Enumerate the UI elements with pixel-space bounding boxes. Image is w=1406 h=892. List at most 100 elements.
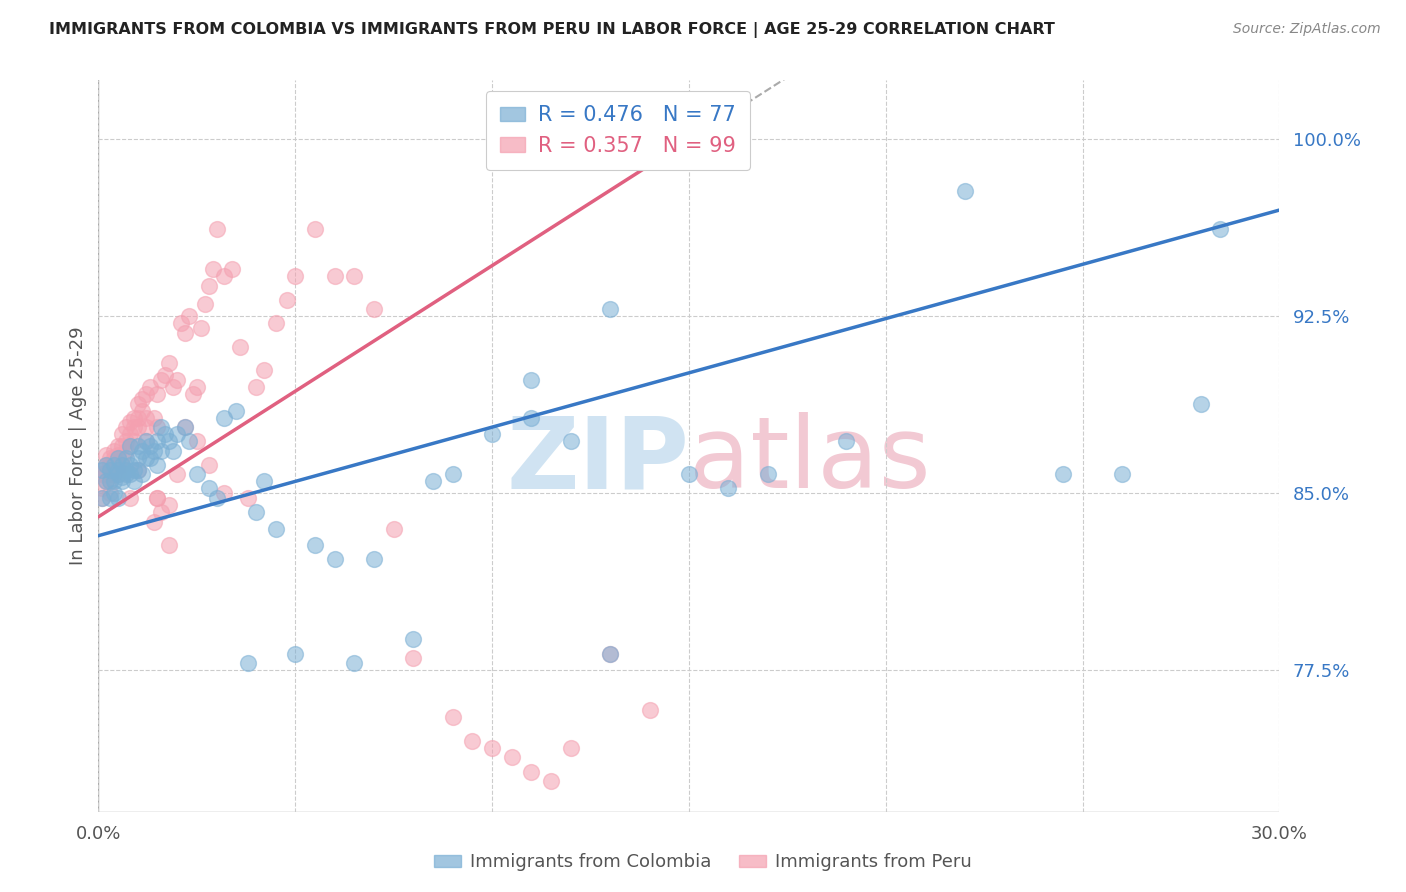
Point: [131, 392, 153, 406]
Point: [214, 486, 236, 500]
Point: [323, 552, 346, 566]
Point: [1111, 467, 1133, 482]
Point: [363, 302, 385, 317]
Point: [138, 450, 160, 465]
Point: [540, 774, 562, 789]
Text: IMMIGRANTS FROM COLOMBIA VS IMMIGRANTS FROM PERU IN LABOR FORCE | AGE 25-29 CORR: IMMIGRANTS FROM COLOMBIA VS IMMIGRANTS F…: [49, 22, 1054, 38]
Point: [96, 449, 118, 463]
Point: [276, 293, 298, 307]
Point: [98, 491, 121, 505]
Point: [118, 439, 141, 453]
Point: [98, 475, 121, 489]
Point: [115, 443, 138, 458]
Point: [441, 710, 464, 724]
Point: [481, 741, 503, 756]
Point: [118, 458, 141, 472]
Point: [186, 467, 208, 482]
Point: [501, 750, 523, 764]
Point: [103, 443, 125, 458]
Point: [135, 434, 157, 449]
Point: [157, 498, 180, 512]
Point: [91, 467, 114, 482]
Point: [146, 491, 169, 505]
Point: [91, 482, 114, 496]
Point: [264, 316, 287, 330]
Point: [142, 515, 165, 529]
Point: [107, 439, 129, 453]
Point: [155, 427, 177, 442]
Point: [131, 403, 153, 417]
Point: [96, 458, 118, 472]
Point: [201, 262, 224, 277]
Point: [122, 434, 145, 449]
Point: [118, 416, 141, 430]
Point: [122, 420, 145, 434]
Point: [127, 439, 149, 453]
Point: [363, 552, 385, 566]
Point: [118, 439, 141, 453]
Point: [162, 380, 184, 394]
Point: [96, 475, 118, 489]
Point: [194, 297, 217, 311]
Point: [422, 475, 444, 489]
Point: [150, 505, 173, 519]
Point: [264, 522, 287, 536]
Point: [98, 458, 121, 472]
Point: [131, 443, 153, 458]
Point: [135, 387, 157, 401]
Point: [756, 467, 779, 482]
Point: [174, 326, 197, 340]
Point: [98, 467, 121, 482]
Point: [166, 427, 188, 442]
Point: [214, 269, 236, 284]
Point: [157, 356, 180, 370]
Point: [91, 462, 114, 476]
Point: [111, 427, 134, 442]
Point: [304, 538, 326, 552]
Point: [91, 491, 114, 505]
Point: [245, 380, 267, 394]
Point: [284, 647, 307, 661]
Point: [91, 462, 114, 476]
Point: [236, 656, 259, 670]
Point: [560, 741, 582, 756]
Point: [205, 222, 228, 236]
Point: [111, 439, 134, 453]
Point: [111, 458, 134, 472]
Point: [174, 420, 197, 434]
Point: [1209, 222, 1232, 236]
Point: [135, 420, 157, 434]
Point: [253, 363, 276, 377]
Point: [150, 373, 173, 387]
Point: [115, 420, 138, 434]
Point: [835, 434, 858, 449]
Point: [111, 458, 134, 472]
Point: [135, 450, 157, 465]
Point: [127, 396, 149, 410]
Point: [98, 475, 121, 489]
Y-axis label: In Labor Force | Age 25-29: In Labor Force | Age 25-29: [69, 326, 87, 566]
Point: [91, 491, 114, 505]
Point: [1189, 396, 1212, 410]
Point: [343, 656, 366, 670]
Point: [599, 647, 621, 661]
Point: [520, 373, 543, 387]
Point: [717, 482, 740, 496]
Point: [103, 450, 125, 465]
Point: [115, 462, 138, 476]
Point: [284, 269, 307, 284]
Point: [146, 491, 169, 505]
Point: [560, 434, 582, 449]
Point: [107, 450, 129, 465]
Point: [107, 449, 129, 463]
Point: [402, 632, 425, 647]
Legend: R = 0.476   N = 77, R = 0.357   N = 99: R = 0.476 N = 77, R = 0.357 N = 99: [486, 91, 751, 170]
Point: [197, 482, 219, 496]
Point: [103, 458, 125, 472]
Point: [150, 420, 173, 434]
Point: [953, 184, 976, 198]
Point: [103, 458, 125, 472]
Point: [127, 462, 149, 476]
Point: [115, 450, 138, 465]
Point: [181, 387, 204, 401]
